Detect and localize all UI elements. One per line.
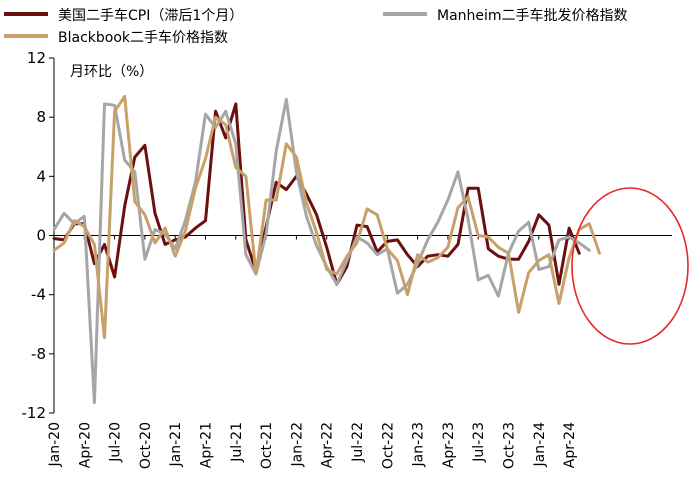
y-tick-label: 0 [36, 227, 46, 245]
legend: 美国二手车CPI（滞后1个月） Manheim二手车批发价格指数 Blackbo… [4, 7, 628, 46]
legend-label-blackbook: Blackbook二手车价格指数 [58, 29, 228, 46]
x-tick-label: Jan-21 [168, 422, 184, 467]
x-tick-label: Jul-20 [108, 422, 124, 463]
x-tick-label: Apr-21 [199, 422, 215, 468]
x-tick-label: Oct-20 [138, 422, 154, 469]
y-tick-label: 12 [27, 49, 46, 67]
highlight-ellipse [571, 187, 689, 345]
x-tick-label: Jan-24 [532, 422, 548, 468]
x-tick-label: Oct-21 [259, 422, 275, 469]
series-layer [52, 95, 601, 405]
x-tick-label: Jan-22 [289, 422, 305, 467]
x-tick-label: Apr-20 [77, 422, 93, 468]
x-tick-label: Jul-22 [350, 422, 366, 463]
y-tick-label: -4 [31, 286, 46, 304]
series-cpi-line [52, 102, 581, 286]
series-blackbook-line [52, 95, 601, 340]
y-tick-label: 4 [36, 167, 46, 185]
x-tick-label: Jul-21 [229, 422, 245, 463]
y-tick-label: 8 [36, 108, 46, 126]
legend-label-manheim: Manheim二手车批发价格指数 [437, 7, 628, 24]
x-tick-label: Apr-22 [320, 422, 336, 468]
x-tick-label: Jul-23 [471, 422, 487, 463]
y-axis-unit-label: 月环比（%） [70, 64, 153, 80]
y-tick-label: -12 [22, 404, 47, 422]
x-tick-label: Jan-23 [411, 422, 427, 467]
y-tick-label: -8 [31, 345, 46, 363]
legend-label-cpi: 美国二手车CPI（滞后1个月） [58, 7, 243, 24]
x-tick-label: Apr-24 [562, 422, 578, 468]
x-tick-label: Jan-20 [47, 422, 63, 467]
x-tick-label: Oct-23 [502, 422, 518, 469]
x-tick-label: Oct-22 [380, 422, 396, 469]
x-tick-label: Apr-23 [441, 422, 457, 468]
